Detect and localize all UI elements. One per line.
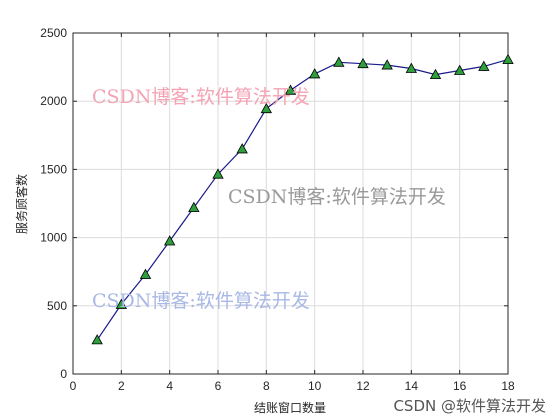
x-axis-label: 结账窗口数量 xyxy=(254,400,326,415)
data-point-marker xyxy=(405,62,418,73)
y-tick-label: 500 xyxy=(47,299,67,313)
data-point-marker xyxy=(236,143,248,154)
watermark-gray: CSDN博客:软件算法开发 xyxy=(228,186,446,208)
data-point-marker xyxy=(381,59,393,70)
data-point-marker xyxy=(429,68,442,80)
x-tick-label: 6 xyxy=(215,379,222,393)
data-point-marker xyxy=(284,84,297,95)
plot-area xyxy=(72,32,509,375)
x-tick-label: 14 xyxy=(405,379,419,393)
x-tick-label: 18 xyxy=(501,379,515,393)
data-point-marker xyxy=(308,68,321,79)
data-point-marker xyxy=(260,102,273,114)
axis-ticks: 0 2 4 6 8 10 12 14 16 18 0 500 1000 1500 2000 2500 xyxy=(40,26,515,393)
data-point-marker xyxy=(357,57,369,69)
x-tick-label: 10 xyxy=(308,379,322,393)
y-tick-label: 2500 xyxy=(40,26,67,40)
y-tick-label: 2000 xyxy=(40,94,67,108)
plot-frame xyxy=(72,32,509,375)
x-tick-label: 12 xyxy=(356,379,370,393)
grid-lines xyxy=(73,33,508,374)
watermark-pink: CSDN博客:软件算法开发 xyxy=(92,86,310,108)
data-point-marker xyxy=(115,298,128,309)
y-tick-label: 1000 xyxy=(40,231,67,245)
x-tick-label: 4 xyxy=(166,379,173,393)
data-point-marker xyxy=(478,60,490,71)
series-line xyxy=(96,59,509,341)
watermark-layer: CSDN博客:软件算法开发 CSDN博客:软件算法开发 CSDN博客:软件算法开… xyxy=(92,86,446,312)
data-point-marker xyxy=(91,334,103,345)
data-point-marker xyxy=(333,56,345,67)
data-point-marker xyxy=(163,235,176,246)
y-tick-label: 0 xyxy=(60,367,67,381)
data-point-marker xyxy=(139,268,152,279)
watermark-blue: CSDN博客:软件算法开发 xyxy=(92,290,310,312)
footer-watermark: CSDN @软件算法开发 xyxy=(393,397,546,415)
y-tick-label: 1500 xyxy=(40,162,67,176)
data-series xyxy=(91,53,514,345)
data-point-marker xyxy=(188,201,200,212)
x-tick-label: 16 xyxy=(453,379,467,393)
data-point-marker xyxy=(453,64,466,75)
data-point-marker xyxy=(502,53,514,64)
x-tick-label: 2 xyxy=(118,379,125,393)
x-tick-label: 8 xyxy=(263,379,270,393)
data-point-marker xyxy=(212,168,224,179)
y-axis-label: 服务顾客数 xyxy=(14,174,29,234)
x-tick-label: 0 xyxy=(70,379,77,393)
